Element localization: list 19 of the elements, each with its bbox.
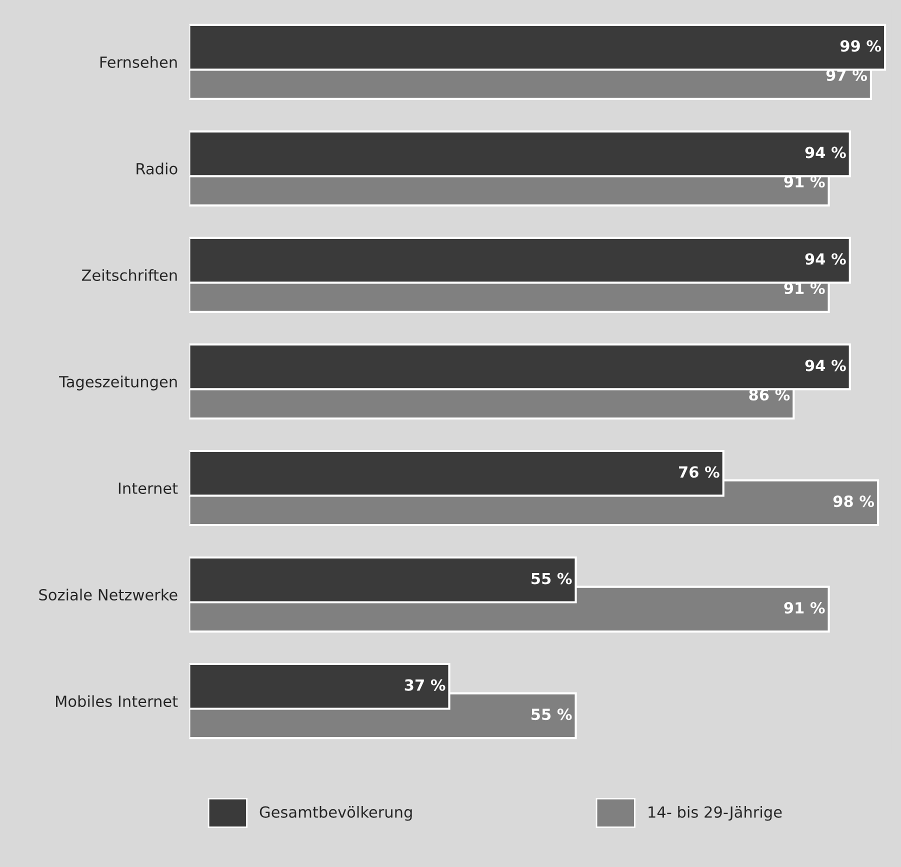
data-label: 55 % (532, 572, 572, 584)
y-tick-label: Radio (136, 162, 178, 174)
y-tick-label: Fernsehen (100, 56, 177, 68)
data-label: 94 % (805, 146, 846, 158)
data-label: 94 % (805, 253, 846, 265)
data-label: 76 % (678, 466, 720, 478)
legend-label: Gesamtbevölkerung (260, 806, 412, 821)
legend-label: 14- bis 29-Jährige (648, 806, 782, 821)
y-tick-label: Tageszeitungen (59, 376, 177, 390)
y-tick-label: Internet (118, 482, 178, 494)
data-label: 37 % (404, 679, 446, 691)
y-tick-label: Mobiles Internet (56, 695, 178, 708)
data-label: 99 % (840, 40, 882, 52)
data-label: 55 % (532, 708, 572, 720)
data-label: 98 % (833, 496, 874, 508)
y-tick-label: Soziale Netzwerke (39, 588, 178, 601)
y-tick-label: Zeitschriften (82, 269, 177, 281)
data-label: 91 % (784, 602, 825, 614)
data-label: 94 % (805, 360, 846, 372)
